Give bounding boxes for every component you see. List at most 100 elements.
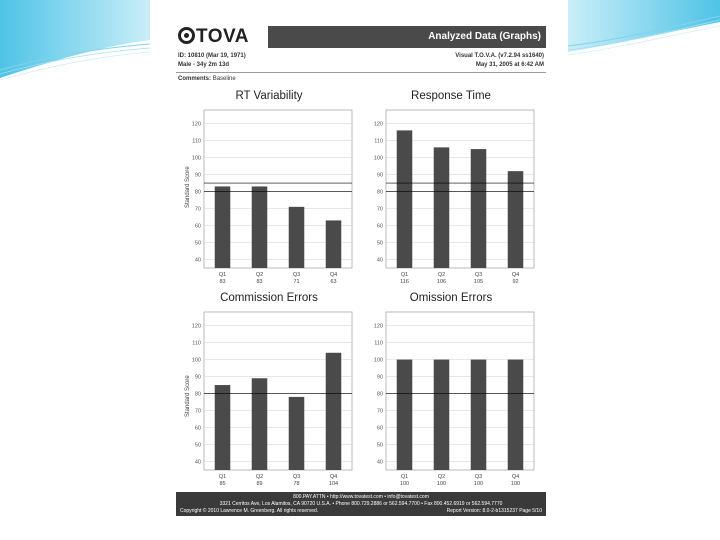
- y-tick-label: 100: [192, 358, 201, 364]
- bar-q4: [507, 359, 524, 470]
- bar-q3: [470, 359, 487, 470]
- y-tick-label: 80: [195, 392, 201, 398]
- bar-q2: [251, 378, 268, 470]
- footer-contact: 800.PAY.ATTN • http://www.tovatest.com •…: [293, 494, 429, 500]
- value-label: 78: [293, 481, 299, 487]
- y-tick-label: 60: [377, 426, 383, 432]
- chart-omission-errors: Omission Errors 40 50 60 70 80 90 100 110 120 Q1 1…: [362, 292, 540, 490]
- patient-demographics: Male - 34y 2m 13d: [178, 62, 230, 68]
- comments: Comments: Baseline: [178, 76, 236, 82]
- y-tick-label: 60: [377, 224, 383, 230]
- y-tick-label: 100: [374, 358, 383, 364]
- chart-title: RT Variability: [235, 90, 303, 102]
- y-tick-label: 110: [192, 341, 201, 347]
- y-tick-label: 70: [195, 207, 201, 213]
- value-label: 89: [256, 481, 262, 487]
- y-tick-label: 50: [377, 241, 383, 247]
- value-label: 63: [330, 279, 336, 285]
- bar-q4: [325, 220, 342, 268]
- value-label: 100: [511, 481, 520, 487]
- y-tick-label: 80: [377, 190, 383, 196]
- y-tick-label: 80: [377, 392, 383, 398]
- y-tick-label: 40: [377, 258, 383, 264]
- value-label: 71: [293, 279, 299, 285]
- x-tick-label: Q3: [475, 272, 482, 278]
- y-tick-label: 110: [374, 341, 383, 347]
- x-tick-label: Q4: [512, 474, 519, 480]
- y-tick-label: 120: [374, 122, 383, 128]
- bar-q4: [507, 171, 524, 268]
- chart-commission-errors: Commission Errors Standard Score 40 50 60 7…: [180, 292, 358, 490]
- bar-q1: [396, 359, 413, 470]
- x-tick-label: Q1: [219, 272, 226, 278]
- chart-title: Omission Errors: [409, 292, 493, 304]
- x-tick-label: Q2: [438, 272, 445, 278]
- value-label: 104: [329, 481, 338, 487]
- logo-text: TOVA: [196, 26, 250, 47]
- logo-circle-icon: [178, 27, 195, 44]
- x-tick-label: Q1: [401, 272, 408, 278]
- patient-id: ID: 10810 (Mar 19, 1971): [178, 53, 246, 59]
- report-footer: 800.PAY.ATTN • http://www.tovatest.com •…: [176, 492, 546, 516]
- x-tick-label: Q1: [401, 474, 408, 480]
- y-tick-label: 40: [195, 258, 201, 264]
- y-tick-label: 90: [195, 173, 201, 179]
- y-tick-label: 120: [374, 324, 383, 330]
- y-tick-label: 60: [195, 224, 201, 230]
- x-tick-label: Q3: [293, 272, 300, 278]
- x-tick-label: Q3: [293, 474, 300, 480]
- value-label: 85: [219, 481, 225, 487]
- value-label: 100: [400, 481, 409, 487]
- y-tick-label: 100: [374, 156, 383, 162]
- value-label: 105: [474, 279, 483, 285]
- bar-q4: [325, 352, 342, 470]
- test-version: Visual T.O.V.A. (v7.2.94 ss1640): [455, 53, 544, 59]
- comments-label: Comments:: [178, 76, 212, 82]
- value-label: 100: [437, 481, 446, 487]
- bar-q1: [214, 186, 231, 268]
- report-title: Analyzed Data (Graphs): [428, 31, 541, 42]
- y-tick-label: 50: [195, 443, 201, 449]
- report-page: TOVA Analyzed Data (Graphs) ID: 10810 (M…: [172, 18, 550, 523]
- tova-logo: TOVA: [176, 26, 268, 48]
- report-header: TOVA Analyzed Data (Graphs): [176, 26, 546, 48]
- chart-title: Commission Errors: [220, 292, 318, 304]
- left-swoosh-decoration: [0, 0, 150, 81]
- x-tick-label: Q2: [438, 474, 445, 480]
- bar-q2: [433, 359, 450, 470]
- y-tick-label: 120: [192, 324, 201, 330]
- y-tick-label: 40: [377, 460, 383, 466]
- value-label: 92: [512, 279, 518, 285]
- chart-response-time: Response Time 40 50 60 70 80 90 100 110 120 Q1 116…: [362, 90, 540, 288]
- value-label: 83: [219, 279, 225, 285]
- test-date: May 31, 2005 at 6:42 AM: [475, 62, 544, 68]
- value-label: 83: [256, 279, 262, 285]
- y-tick-label: 120: [192, 122, 201, 128]
- y-tick-label: 40: [195, 460, 201, 466]
- chart-rt-variability: RT Variability Standard Score 40 50 60 70 80…: [180, 90, 358, 288]
- y-tick-label: 70: [195, 409, 201, 415]
- value-label: 116: [400, 279, 409, 285]
- x-tick-label: Q4: [512, 272, 519, 278]
- y-tick-label: 70: [377, 207, 383, 213]
- chart-plot: 405060708090100110120Q1100Q2100Q3100Q410…: [374, 311, 535, 487]
- bar-q3: [288, 206, 305, 268]
- footer-version: Report Version: 8.0-2-b1315237 Page 5/10: [446, 508, 542, 514]
- chart-title: Response Time: [411, 90, 491, 102]
- patient-info: ID: 10810 (Mar 19, 1971) Male - 34y 2m 1…: [176, 50, 546, 73]
- right-swoosh-decoration: [568, 0, 720, 56]
- x-tick-label: Q4: [330, 272, 337, 278]
- y-tick-label: 50: [195, 241, 201, 247]
- y-tick-label: 110: [192, 139, 201, 145]
- y-tick-label: 110: [374, 139, 383, 145]
- bar-q2: [433, 147, 450, 268]
- bar-q2: [251, 186, 268, 268]
- y-tick-label: 90: [377, 173, 383, 179]
- bar-q3: [470, 149, 487, 268]
- footer-copyright: Copyright © 2010 Lawrence M. Greenberg. …: [180, 508, 319, 514]
- value-label: 100: [474, 481, 483, 487]
- y-tick-label: 70: [377, 409, 383, 415]
